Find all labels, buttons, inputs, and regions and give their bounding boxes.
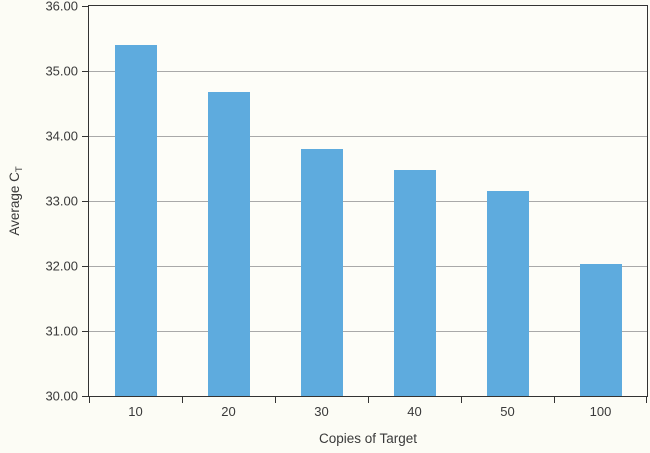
y-tick-mark xyxy=(82,71,88,72)
x-tick-mark xyxy=(646,397,647,403)
y-tick-label: 33.00 xyxy=(45,193,78,209)
x-tick-label: 20 xyxy=(221,404,236,419)
x-tick-mark xyxy=(275,397,276,403)
y-tick-label: 30.00 xyxy=(45,388,78,404)
gridline xyxy=(89,201,647,202)
y-tick-label: 36.00 xyxy=(45,0,78,14)
bar xyxy=(486,191,529,396)
x-axis-title: Copies of Target xyxy=(318,431,418,446)
gridline xyxy=(89,136,647,137)
y-tick-label: 35.00 xyxy=(45,63,78,79)
y-tick-mark xyxy=(82,6,88,7)
x-tick-mark xyxy=(89,397,90,403)
bar xyxy=(393,169,436,396)
x-tick-mark xyxy=(461,397,462,403)
y-tick-mark xyxy=(82,201,88,202)
x-tick-mark xyxy=(368,397,369,403)
gridline xyxy=(89,71,647,72)
x-tick-mark xyxy=(554,397,555,403)
y-tick-mark xyxy=(82,266,88,267)
y-tick-mark xyxy=(82,331,88,332)
gridline xyxy=(89,331,647,332)
x-tick-label: 10 xyxy=(128,404,143,419)
gridline xyxy=(89,266,647,267)
y-axis-title-subscript: T xyxy=(14,166,25,173)
x-tick-label: 40 xyxy=(407,404,422,419)
x-tick-mark xyxy=(182,397,183,403)
bar xyxy=(579,264,622,396)
bar xyxy=(207,91,250,396)
plot-area xyxy=(88,5,648,397)
y-tick-mark xyxy=(82,396,88,397)
y-tick-label: 32.00 xyxy=(45,258,78,274)
y-tick-label: 34.00 xyxy=(45,128,78,144)
x-tick-label: 30 xyxy=(314,404,329,419)
bar xyxy=(114,45,157,396)
x-tick-label: 50 xyxy=(500,404,515,419)
bar xyxy=(300,149,343,396)
y-tick-label: 31.00 xyxy=(45,323,78,339)
y-tick-mark xyxy=(82,136,88,137)
x-tick-label: 100 xyxy=(589,404,612,419)
